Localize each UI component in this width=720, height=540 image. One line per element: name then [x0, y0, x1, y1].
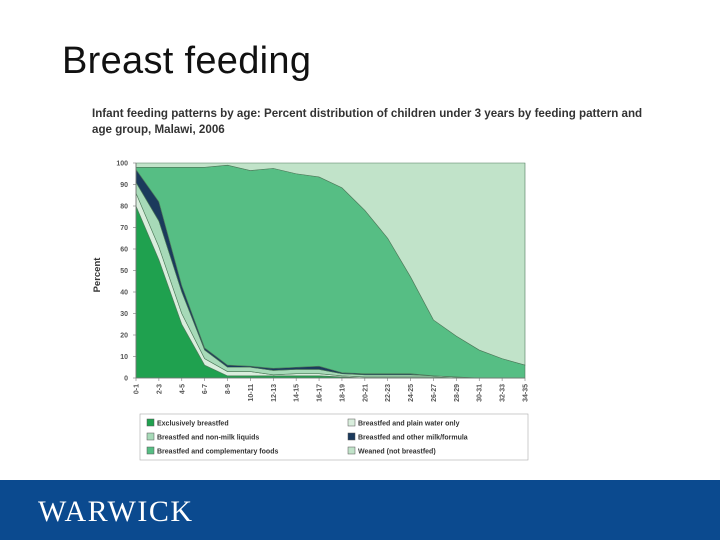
x-tick-label: 8-9	[225, 384, 232, 394]
y-tick-label: 40	[120, 290, 128, 297]
y-tick-label: 20	[120, 333, 128, 340]
area-weaned-not-breastfed	[135, 162, 526, 366]
legend-label: Breastfed and non-milk liquids	[157, 435, 259, 442]
x-axis: 0-1 2-3 4-5 6-7 8-9 10-11 12-13 14-15 16-17 18-19…	[134, 377, 530, 402]
x-tick-label: 2-3	[156, 384, 163, 394]
legend-swatch	[146, 418, 155, 427]
y-tick-label: 100	[116, 161, 128, 168]
y-tick-label: 70	[120, 225, 128, 232]
x-tick-label: 20-21	[362, 384, 369, 402]
y-axis-label: Percent	[92, 257, 103, 293]
legend-swatch	[347, 446, 356, 455]
x-tick-label: 10-11	[248, 384, 255, 402]
x-tick-label: 22-23	[385, 384, 392, 402]
x-tick-label: 28-29	[454, 384, 461, 402]
legend-swatch	[146, 446, 155, 455]
x-tick-label: 12-13	[271, 384, 278, 402]
y-tick-label: 10	[120, 354, 128, 361]
chart: 0 10 20 30 40 50 60 70 80 90 100 0-1 2-3 4-5 6-7 8-9 10…	[92, 161, 530, 461]
legend-swatch	[347, 418, 356, 427]
x-tick-label: 0-1	[134, 384, 141, 394]
y-tick-label: 0	[124, 376, 128, 383]
legend-swatch	[347, 432, 356, 441]
legend-label: Exclusively breastfed	[157, 421, 229, 428]
y-tick-label: 30	[120, 311, 128, 318]
y-tick-label: 60	[120, 247, 128, 254]
warwick-logo: WARWICK	[38, 495, 194, 528]
slide-title: Breast feeding	[62, 40, 312, 82]
y-tick-label: 80	[120, 204, 128, 211]
x-tick-label: 14-15	[294, 384, 301, 402]
y-tick-label: 50	[120, 268, 128, 275]
legend-label: Weaned (not breastfed)	[358, 449, 436, 456]
x-tick-label: 16-17	[317, 384, 324, 402]
area-layers	[135, 162, 526, 379]
legend: Exclusively breastfed Breastfed and non-m…	[139, 413, 529, 461]
legend-box	[139, 413, 529, 461]
x-tick-label: 32-33	[500, 384, 507, 402]
x-tick-label: 30-31	[477, 384, 484, 402]
legend-label: Breastfed and plain water only	[358, 421, 460, 428]
x-tick-label: 4-5	[179, 384, 186, 394]
x-tick-label: 6-7	[202, 384, 209, 394]
legend-label: Breastfed and other milk/formula	[358, 435, 468, 442]
y-tick-label: 90	[120, 182, 128, 189]
x-tick-label: 24-25	[408, 384, 415, 402]
x-tick-label: 26-27	[431, 384, 438, 402]
legend-label: Breastfed and complementary foods	[157, 449, 278, 456]
footer-bar	[0, 480, 720, 540]
x-tick-label: 34-35	[523, 384, 530, 402]
chart-title: Infant feeding patterns by age: Percent …	[92, 107, 643, 136]
legend-swatch	[146, 432, 155, 441]
y-axis: 0 10 20 30 40 50 60 70 80 90 100	[116, 161, 137, 383]
x-tick-label: 18-19	[339, 384, 346, 402]
